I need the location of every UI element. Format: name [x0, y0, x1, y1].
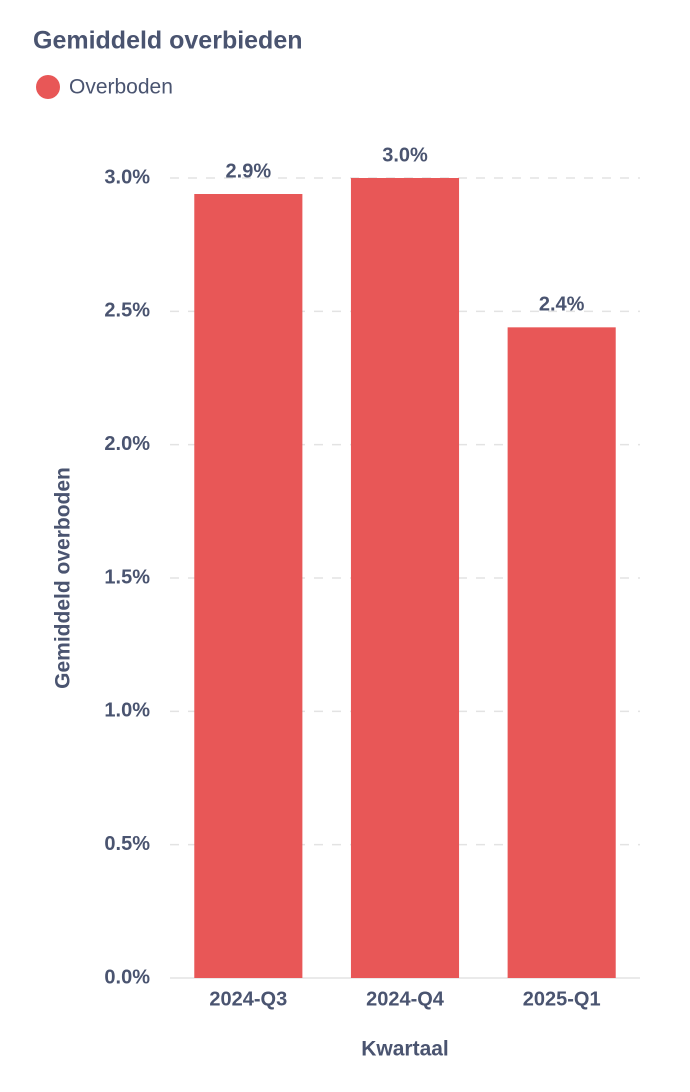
y-tick-label: 0.0% — [104, 966, 150, 988]
x-axis-title: Kwartaal — [361, 1038, 449, 1061]
x-tick-label: 2025-Q1 — [523, 988, 601, 1010]
bar — [194, 194, 303, 978]
y-tick-label: 1.5% — [104, 566, 150, 588]
bar — [507, 327, 616, 978]
legend-label: Overboden — [69, 76, 173, 99]
value-label: 3.0% — [382, 144, 428, 166]
chart-title: Gemiddeld overbieden — [33, 27, 303, 55]
y-tick-label: 3.0% — [104, 166, 150, 188]
value-label: 2.9% — [226, 160, 272, 182]
legend-marker — [36, 75, 60, 99]
y-axis-title: Gemiddeld overboden — [52, 467, 75, 689]
bar — [350, 178, 460, 978]
y-tick-label: 2.5% — [104, 300, 150, 322]
y-tick-label: 2.0% — [104, 433, 150, 455]
x-tick-label: 2024-Q4 — [366, 988, 445, 1010]
y-tick-label: 1.0% — [104, 700, 150, 722]
x-tick-label: 2024-Q3 — [209, 988, 287, 1010]
y-tick-label: 0.5% — [104, 833, 150, 855]
value-label: 2.4% — [539, 294, 585, 316]
